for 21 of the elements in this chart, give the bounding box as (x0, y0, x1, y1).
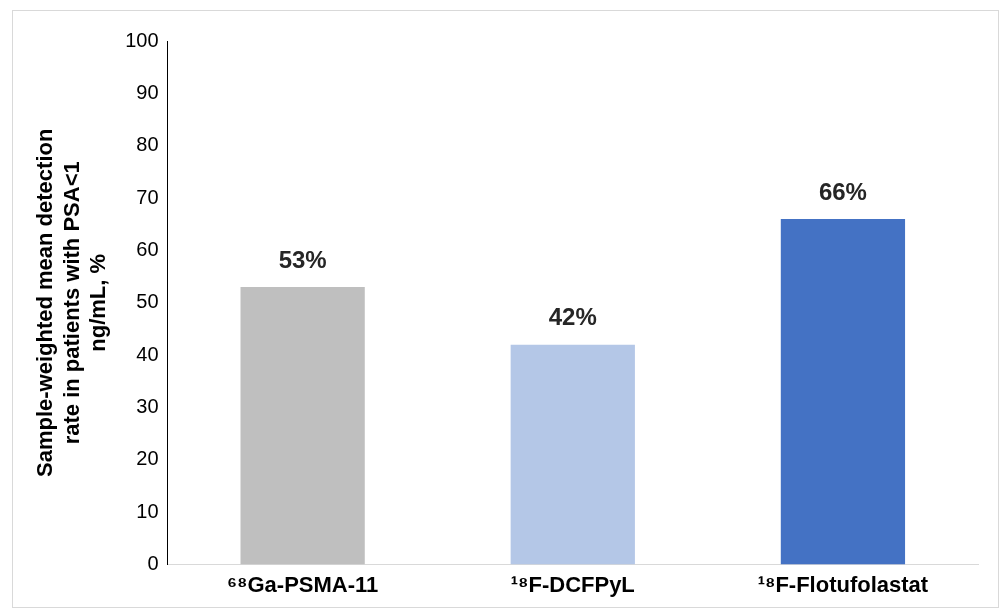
y-tick-label: 60 (136, 237, 159, 260)
data-label: 53% (278, 245, 327, 273)
x-tick-label: ¹⁸F-Flotufolastat (757, 571, 929, 597)
bar (510, 344, 635, 565)
y-tick-label: 0 (147, 552, 159, 575)
y-tick-label: 50 (136, 290, 159, 313)
bar (780, 219, 906, 565)
y-tick-label: 20 (136, 447, 159, 470)
y-tick-label: 10 (136, 499, 159, 522)
y-axis-title: Sample-weighted mean detection rate in patients with PSA<1 ng/mL, % (32, 128, 111, 477)
data-label: 66% (818, 177, 867, 205)
data-label: 42% (548, 303, 597, 331)
x-tick-label: ¹⁸F-DCFPyL (510, 571, 635, 597)
y-tick-label: 80 (136, 133, 159, 156)
y-tick-label: 100 (125, 28, 159, 51)
y-tick-label: 90 (136, 80, 159, 103)
bar (240, 287, 365, 565)
y-tick-label: 40 (136, 342, 159, 365)
y-tick-label: 70 (136, 185, 159, 208)
x-tick-label: ⁶⁸Ga-PSMA-11 (226, 571, 379, 597)
y-tick-label: 30 (136, 395, 159, 418)
